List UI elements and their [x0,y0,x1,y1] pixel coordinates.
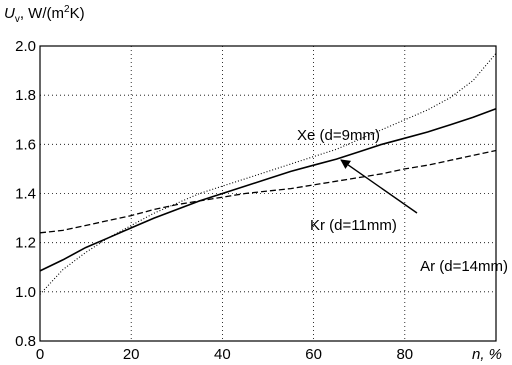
annotation-ar: Ar (d=14mm) [420,258,508,275]
x-tick-label: 0 [36,346,44,363]
x-tick-label: 40 [214,346,231,363]
plot-frame [39,45,497,342]
y-tick-label: 1.6 [15,136,36,153]
annotation-kr: Kr (d=11mm) [310,217,397,234]
series-line-xe [39,53,497,295]
y-tick-label: 2.0 [15,38,36,55]
y-tick-label: 1.8 [15,87,36,104]
x-tick-label: 60 [305,346,322,363]
y-tick-label: 1.4 [15,186,36,203]
x-tick-label: 20 [123,346,140,363]
series-line-kr [39,107,497,272]
y-tick-label: 1.2 [15,235,36,252]
x-axis-label: n, % [472,346,502,363]
x-tick-label: 80 [396,346,413,363]
annotation-xe: Xe (d=9mm) [297,127,380,144]
y-tick-label: 0.8 [15,333,36,350]
tick-labels: 0 20 40 60 80 0.8 1.0 1.2 1.4 1.6 1.8 2.0 [15,38,413,363]
series-group [39,53,497,295]
annotation-arrow [340,159,418,214]
y-tick-label: 1.0 [15,284,36,301]
y-axis-label: Uv, W/(m2K) [4,4,85,25]
grid-lines [40,46,496,341]
series-line-ar [39,149,497,234]
annotations-group: Xe (d=9mm) Ar (d=14mm) Kr (d=11mm) [297,127,508,275]
